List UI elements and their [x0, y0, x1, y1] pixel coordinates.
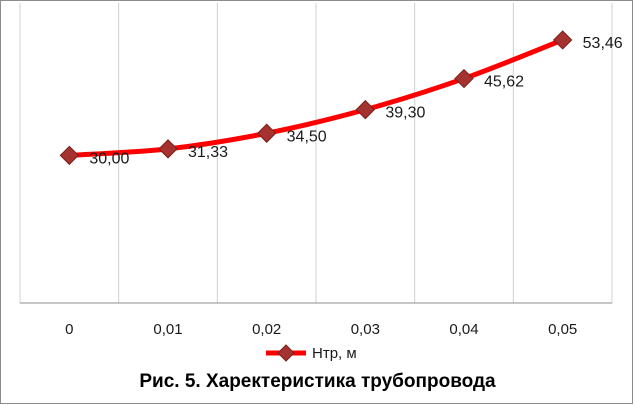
line-chart: 0 0,01 0,02 0,03 0,04 0,05 30,00 31,33 34,50 39,…	[19, 3, 623, 362]
data-label: 30,00	[89, 150, 129, 167]
figure-caption: Рис. 5. Харектеристика трубопровода	[139, 371, 496, 392]
x-tick-label: 0,02	[252, 321, 281, 338]
data-point-marker	[355, 99, 376, 120]
data-point-marker	[552, 30, 573, 50]
legend-label: Нтр, м	[312, 345, 357, 362]
series-markers	[59, 30, 573, 166]
legend: Нтр, м	[266, 344, 357, 362]
data-point-marker	[256, 123, 277, 143]
legend-marker-swatch	[277, 344, 295, 362]
x-tick-label: 0,05	[548, 321, 577, 338]
data-point-marker	[158, 139, 178, 159]
data-label: 45,62	[484, 74, 524, 91]
grid-lines	[19, 3, 613, 303]
data-label: 34,50	[287, 128, 327, 145]
data-point-marker	[59, 145, 80, 166]
x-tick-labels: 0 0,01 0,02 0,03 0,04 0,05	[65, 321, 577, 338]
data-labels: 30,00 31,33 34,50 39,30 45,62 53,46	[89, 35, 622, 167]
x-tick-label: 0,04	[449, 321, 478, 338]
x-tick-label: 0	[65, 321, 73, 338]
data-point-marker	[454, 68, 474, 89]
data-label: 31,33	[188, 144, 228, 161]
x-tick-label: 0,01	[153, 321, 182, 338]
x-tick-label: 0,03	[351, 321, 380, 338]
data-label: 53,46	[583, 35, 623, 52]
data-label: 39,30	[385, 105, 425, 122]
